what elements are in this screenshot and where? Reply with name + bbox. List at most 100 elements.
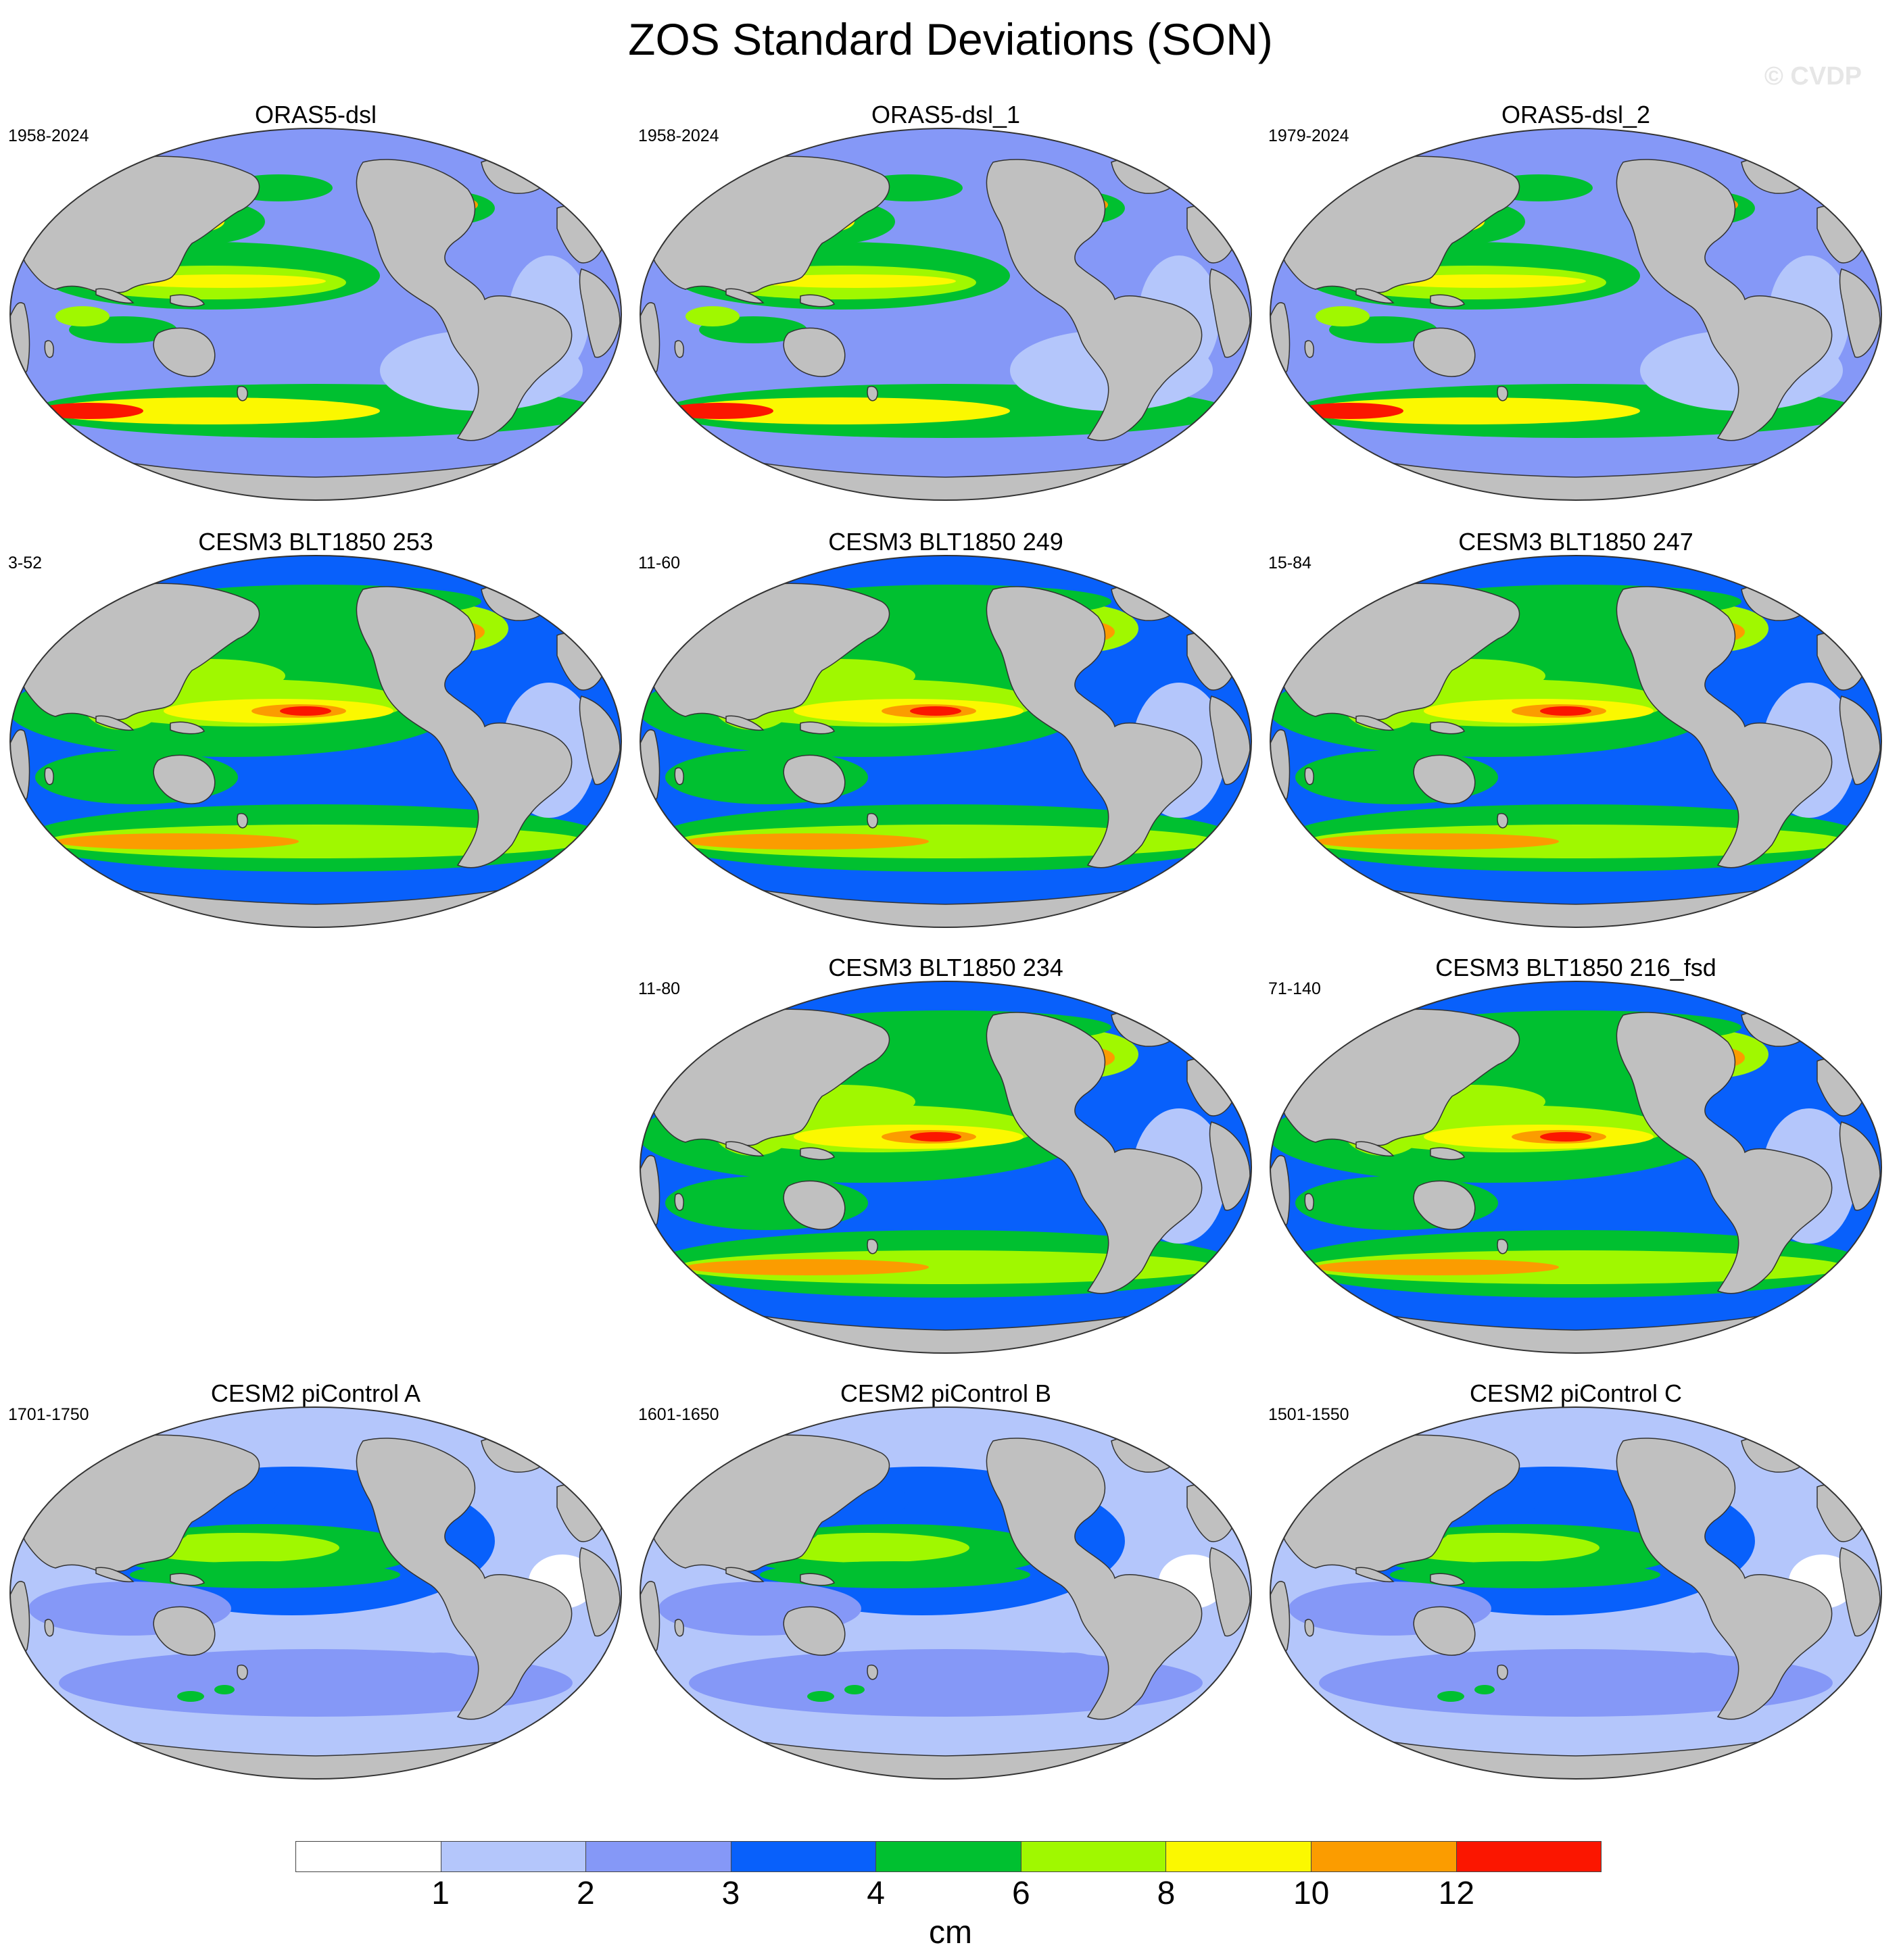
land-africaEast xyxy=(579,1547,621,1637)
land-madagascar xyxy=(1304,1193,1314,1211)
land-africaEast xyxy=(1209,1121,1251,1211)
panel-title: CESM3 BLT1850 216_fsd xyxy=(1435,954,1716,981)
world-map xyxy=(8,554,623,929)
world-map xyxy=(1268,127,1883,502)
panel-title: ORAS5-dsl xyxy=(254,101,377,128)
variability-region xyxy=(137,1533,339,1563)
variability-region xyxy=(45,825,586,858)
colorbar-tick-label: 12 xyxy=(1438,1876,1475,1911)
land-africaEast xyxy=(579,268,621,358)
variability-region xyxy=(910,706,961,716)
land-australia xyxy=(153,754,216,804)
map-border xyxy=(1270,981,1882,1354)
land-americas xyxy=(1616,1012,1833,1294)
land-newguinea xyxy=(170,294,206,308)
figure-title: ZOS Standard Deviations (SON) xyxy=(628,14,1273,64)
variability-region xyxy=(1305,825,1846,858)
variability-region xyxy=(910,1132,961,1142)
map-border xyxy=(9,1406,622,1780)
land-australia xyxy=(153,327,216,377)
land-africaEast xyxy=(1839,695,1881,785)
panel-title: ORAS5-dsl_2 xyxy=(1501,101,1651,128)
colorbar-tick-label: 1 xyxy=(431,1876,450,1911)
land-indonesia xyxy=(1355,1567,1395,1583)
map-border xyxy=(1270,555,1882,928)
variability-region xyxy=(685,306,740,326)
land-newguinea xyxy=(170,721,206,735)
panel-years: 3-52 xyxy=(8,554,43,572)
land-indonesia xyxy=(95,288,135,304)
land-indonesia xyxy=(1355,288,1395,304)
variability-region xyxy=(1674,1652,1728,1673)
variability-region xyxy=(1316,306,1370,326)
colorbar-tick-label: 10 xyxy=(1293,1876,1330,1911)
variability-region xyxy=(280,706,331,716)
variability-region xyxy=(1316,833,1559,850)
land-australia xyxy=(783,1180,846,1230)
land-madagascar xyxy=(44,1619,54,1637)
land-africaEast xyxy=(1209,1547,1251,1637)
colorbar-box xyxy=(876,1842,1021,1871)
land-newguinea xyxy=(800,294,836,308)
land-madagascar xyxy=(674,1193,684,1211)
land-madagascar xyxy=(44,340,54,358)
variability-region xyxy=(844,1685,865,1694)
land-australia xyxy=(1413,754,1476,804)
variability-region xyxy=(665,403,773,419)
panel-years: 1501-1550 xyxy=(1268,1405,1349,1424)
land-indonesia xyxy=(95,1567,135,1583)
map-panel: CESM3 BLT1850 253 3-52 xyxy=(8,527,623,933)
variability-region xyxy=(214,1685,235,1694)
land-nz xyxy=(237,813,248,829)
variability-region xyxy=(1295,403,1403,419)
colorbar-units: cm xyxy=(929,1915,972,1951)
variability-region xyxy=(1397,1533,1599,1563)
map-border xyxy=(9,128,622,501)
variability-region xyxy=(35,403,143,419)
colorbar-tick-label: 2 xyxy=(576,1876,595,1911)
panel-years: 1601-1650 xyxy=(638,1405,719,1424)
panel-title: ORAS5-dsl_1 xyxy=(871,101,1021,128)
variability-region xyxy=(1474,1685,1495,1694)
land-australia xyxy=(783,1606,846,1656)
land-nz xyxy=(1497,813,1508,829)
map-panel: CESM3 BLT1850 249 11-60 xyxy=(638,527,1253,933)
land-madagascar xyxy=(1304,1619,1314,1637)
panel-years: 11-80 xyxy=(638,979,681,998)
land-newguinea xyxy=(800,1147,836,1160)
land-newguinea xyxy=(1430,1573,1466,1586)
panel-title: CESM2 piControl B xyxy=(840,1379,1052,1407)
land-nz xyxy=(867,1665,878,1680)
land-nz xyxy=(1497,1665,1508,1680)
colorbar-box xyxy=(1021,1842,1167,1871)
map-panel: ORAS5-dsl_2 1979-2024 xyxy=(1268,100,1883,506)
variability-region xyxy=(1383,274,1586,288)
land-nz xyxy=(867,1239,878,1254)
world-map xyxy=(638,127,1253,502)
variability-region xyxy=(1540,706,1591,716)
variability-region xyxy=(807,1691,834,1702)
panel-years: 1979-2024 xyxy=(1268,126,1349,145)
world-map xyxy=(1268,980,1883,1355)
world-map xyxy=(1268,1406,1883,1781)
land-newguinea xyxy=(1430,294,1466,308)
land-americas xyxy=(986,586,1203,868)
map-panel: CESM2 piControl C 1501-1550 xyxy=(1268,1379,1883,1784)
colorbar-box xyxy=(296,1842,441,1871)
land-americas xyxy=(356,1438,573,1720)
watermark: © CVDP xyxy=(1764,62,1862,91)
map-border xyxy=(640,1406,1252,1780)
map-border xyxy=(1270,1406,1882,1780)
variability-region xyxy=(414,1652,468,1673)
world-map xyxy=(8,127,623,502)
land-americas xyxy=(986,1012,1203,1294)
land-africaEast xyxy=(1209,695,1251,785)
variability-region xyxy=(55,833,299,850)
variability-region xyxy=(177,1691,204,1702)
land-madagascar xyxy=(1304,767,1314,785)
land-indonesia xyxy=(725,1567,765,1583)
map-panel: ORAS5-dsl_1 1958-2024 xyxy=(638,100,1253,506)
variability-region xyxy=(1540,1132,1591,1142)
land-newguinea xyxy=(170,1573,206,1586)
variability-region xyxy=(55,306,110,326)
